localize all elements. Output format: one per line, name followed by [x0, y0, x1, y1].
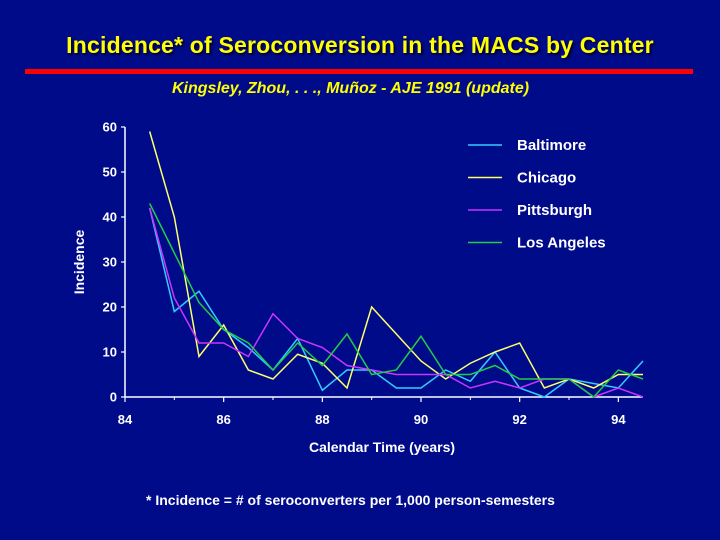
y-tick-label: 40 — [103, 210, 117, 225]
x-tick-label: 84 — [118, 412, 133, 427]
series-line-los-angeles — [148, 203, 644, 399]
y-tick-label: 60 — [103, 120, 117, 135]
x-tick-label: 86 — [216, 412, 230, 427]
chart-series — [148, 131, 644, 399]
series-line-chicago — [148, 131, 643, 390]
legend-label: Chicago — [517, 170, 576, 187]
y-tick-label: 0 — [110, 390, 117, 405]
x-tick-label: 88 — [315, 412, 329, 427]
x-tick-label: 94 — [611, 412, 626, 427]
y-tick-label: 30 — [103, 255, 117, 270]
y-tick-label: 20 — [103, 300, 117, 315]
x-axis-label: Calendar Time (years) — [309, 439, 455, 455]
incidence-footnote: * Incidence = # of seroconverters per 1,… — [146, 492, 555, 508]
series-line-baltimore — [148, 207, 644, 398]
x-tick-label: 90 — [414, 412, 428, 427]
legend-label: Baltimore — [517, 137, 586, 154]
legend-label: Los Angeles — [517, 235, 606, 252]
legend-label: Pittsburgh — [517, 202, 592, 219]
chart-legend: Baltimore Chicago Pittsburgh Los Angeles — [468, 137, 606, 252]
y-tick-label: 50 — [103, 165, 117, 180]
chart-axes: 0 10 20 30 40 50 60 84 86 88 90 92 94 — [103, 120, 643, 427]
slide-title: Incidence* of Seroconversion in the MACS… — [66, 32, 654, 58]
x-tick-label: 92 — [512, 412, 526, 427]
citation-subtitle: Kingsley, Zhou, . . ., Muñoz - AJE 1991 … — [172, 80, 530, 97]
y-axis-label: Incidence — [71, 230, 87, 295]
y-tick-label: 10 — [103, 345, 117, 360]
title-underline — [25, 69, 693, 74]
